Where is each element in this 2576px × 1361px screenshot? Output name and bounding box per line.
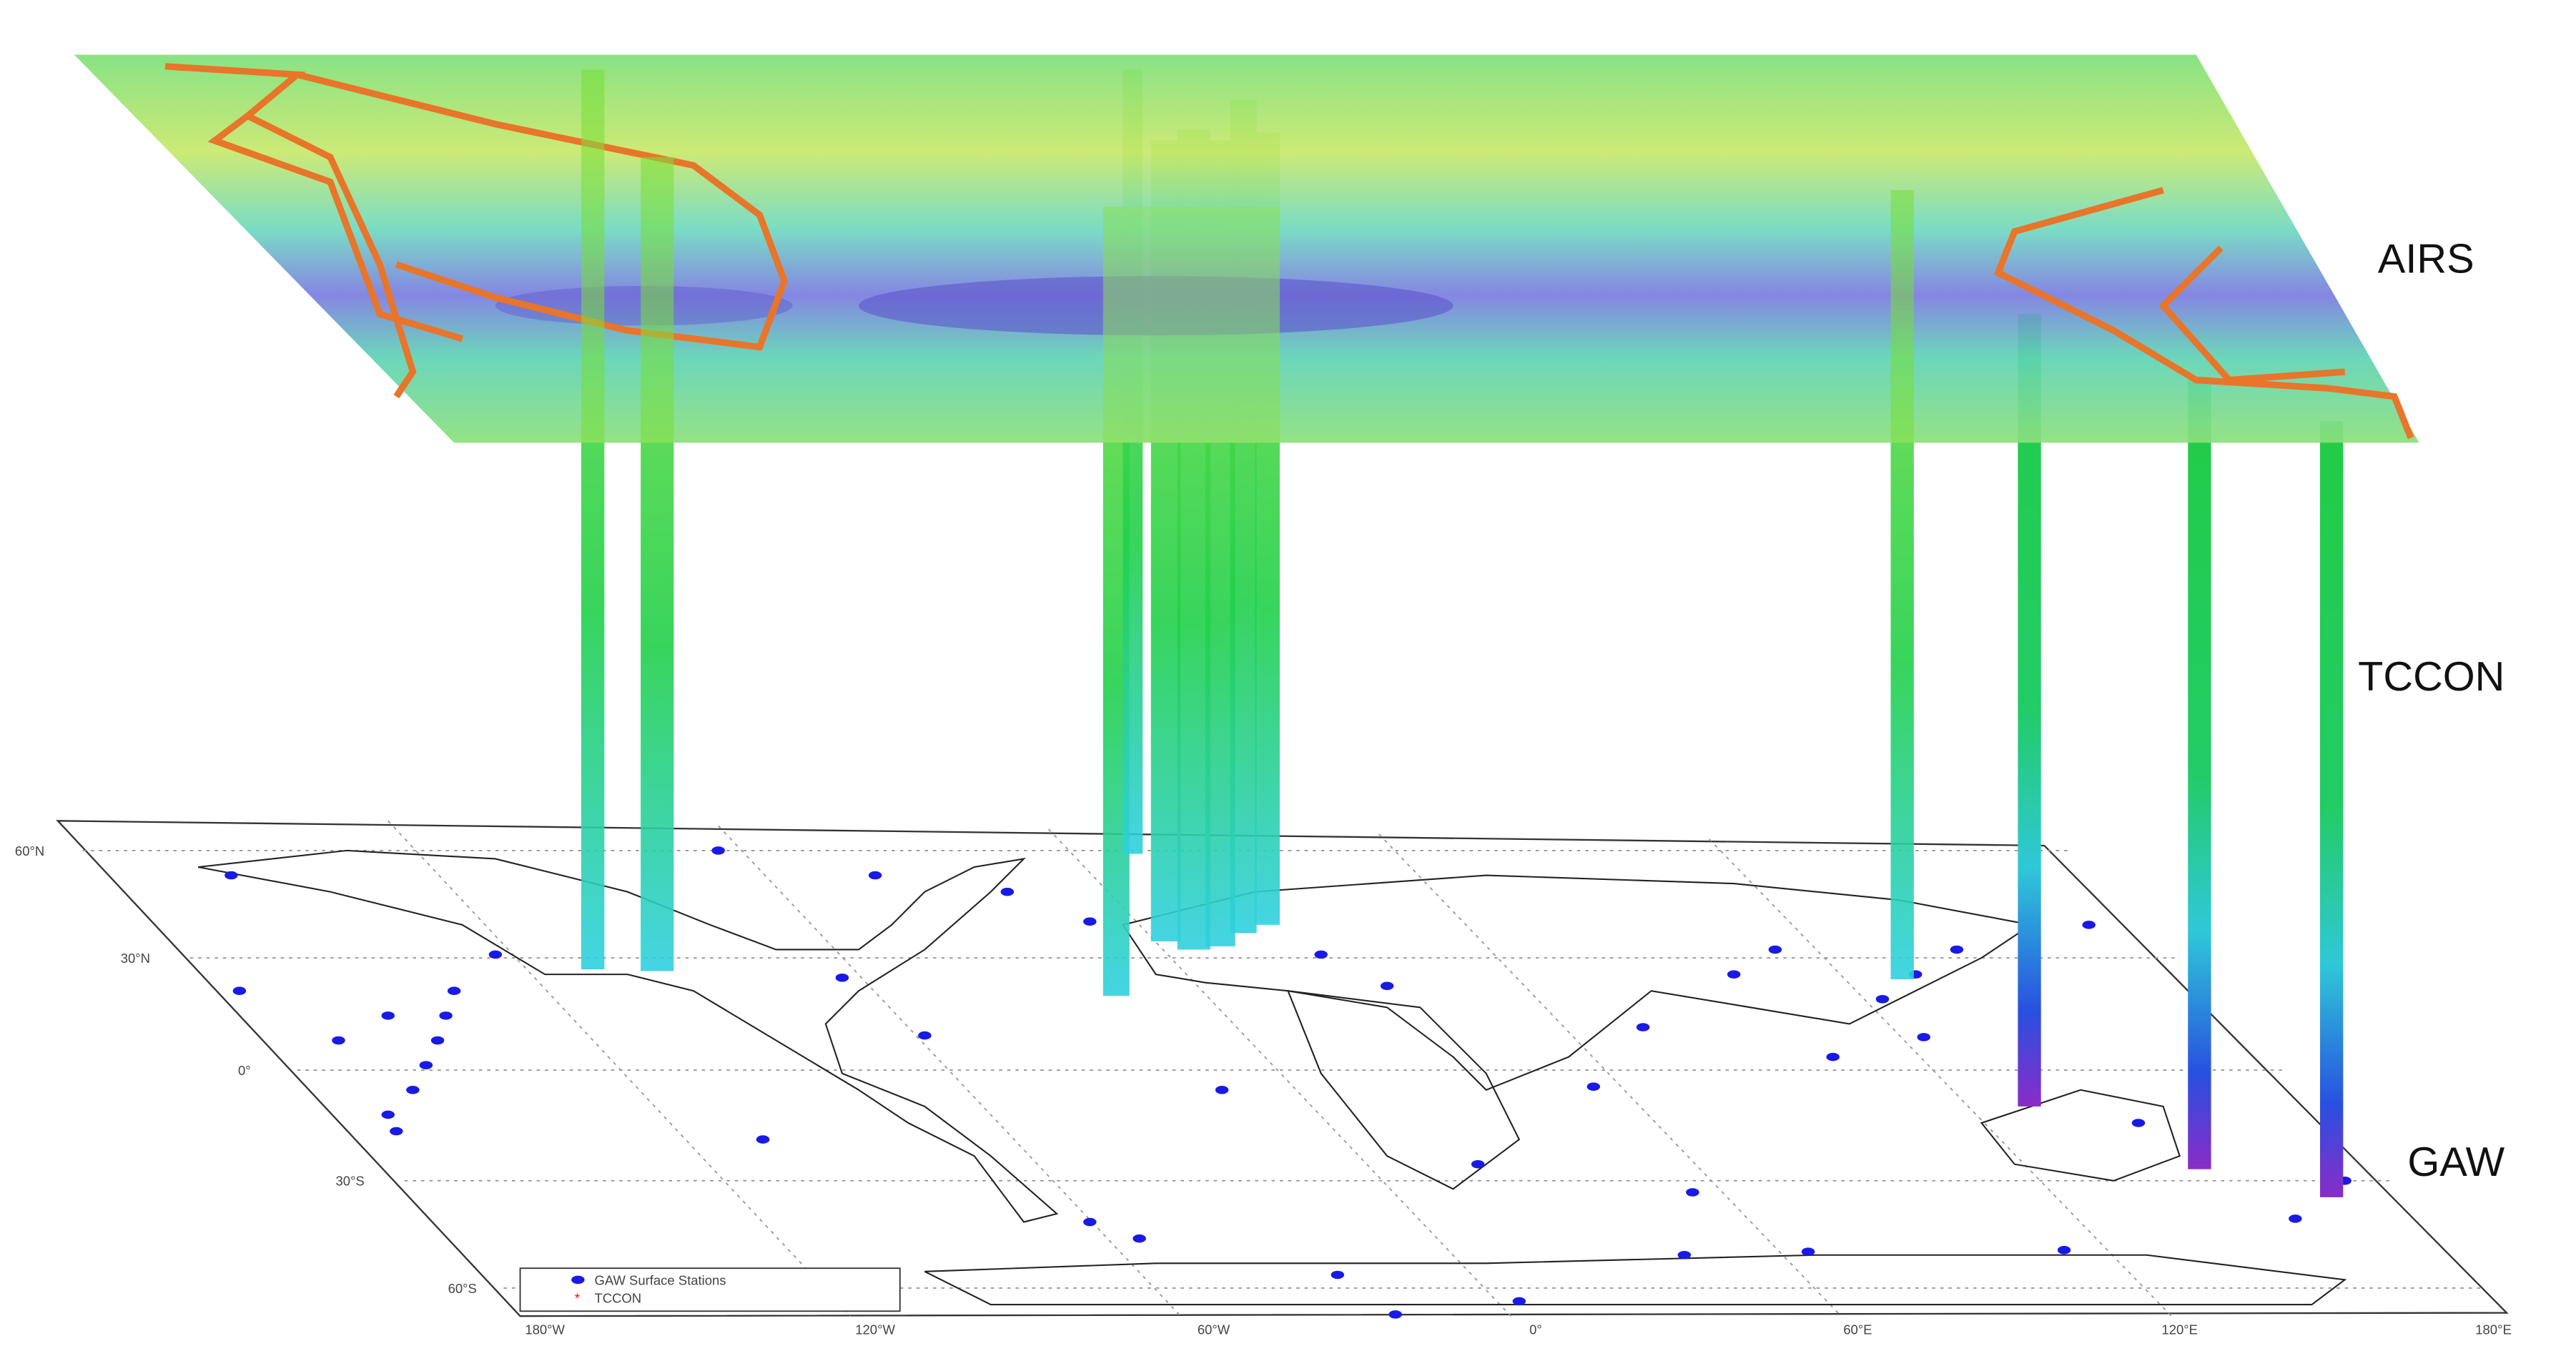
lat-label: 30°S <box>336 1174 365 1189</box>
station <box>332 1036 345 1045</box>
lon-label: 0° <box>1529 1322 1542 1337</box>
column <box>2320 421 2344 1197</box>
station <box>1636 1023 1650 1031</box>
station <box>1314 950 1328 959</box>
station <box>1083 917 1097 926</box>
station <box>2289 1214 2302 1223</box>
column <box>2188 377 2211 1169</box>
station <box>406 1086 420 1094</box>
lon-label: 60°E <box>1843 1322 1872 1337</box>
station <box>488 950 503 959</box>
station <box>711 846 725 855</box>
lon-label: 60°W <box>1198 1322 1230 1337</box>
station <box>1215 1086 1229 1094</box>
lon-label: 180°W <box>525 1322 565 1337</box>
station <box>232 986 247 995</box>
station <box>1727 970 1741 979</box>
coastlines <box>197 849 2347 1306</box>
tccon-columns-top <box>581 69 1914 443</box>
legend-label: GAW Surface Stations <box>594 1272 726 1287</box>
station <box>756 1135 770 1144</box>
lat-label: 60°S <box>448 1281 477 1296</box>
station <box>1586 1082 1601 1091</box>
station <box>1875 994 1890 1004</box>
lat-label: 60°N <box>15 843 44 858</box>
legend-swatch <box>571 1275 585 1285</box>
station <box>918 1031 932 1040</box>
flight-tracks <box>164 63 2414 440</box>
station <box>835 973 849 982</box>
station <box>419 1061 433 1069</box>
station <box>1686 1188 1699 1197</box>
lat-label: 0° <box>238 1063 251 1078</box>
station <box>1917 1033 1930 1041</box>
lon-label: 120°W <box>855 1322 895 1337</box>
station <box>1826 1052 1840 1061</box>
station <box>447 986 461 995</box>
station <box>2057 1246 2071 1254</box>
station <box>1512 1297 1526 1306</box>
station <box>1331 1270 1345 1280</box>
station <box>390 1127 403 1136</box>
station <box>2082 921 2096 929</box>
station <box>2131 1119 2146 1127</box>
legend-label: TCCON <box>594 1291 641 1306</box>
station <box>1950 945 1964 954</box>
column <box>2018 314 2041 1107</box>
gaw-label: GAW <box>2407 1139 2505 1185</box>
station <box>381 1011 395 1020</box>
station <box>1000 887 1015 896</box>
station <box>1083 1217 1097 1227</box>
station <box>868 871 882 880</box>
lat-label: 30°N <box>121 951 150 966</box>
station <box>430 1036 445 1045</box>
station <box>1380 981 1394 991</box>
station <box>1768 945 1782 954</box>
station <box>1132 1234 1146 1243</box>
lon-label: 180°E <box>2475 1322 2512 1337</box>
airs-label: AIRS <box>2378 237 2474 282</box>
lon-label: 120°E <box>2161 1322 2198 1337</box>
station <box>1801 1247 1815 1256</box>
tccon-label: TCCON <box>2358 654 2505 700</box>
station <box>1471 1159 1485 1169</box>
station <box>1677 1250 1692 1259</box>
station <box>381 1110 395 1119</box>
gaw-stations <box>224 846 2352 1319</box>
station <box>224 871 238 880</box>
station <box>439 1011 453 1020</box>
station <box>1388 1310 1402 1319</box>
legend-box <box>519 1267 901 1312</box>
legend-swatch: * <box>575 1291 580 1306</box>
